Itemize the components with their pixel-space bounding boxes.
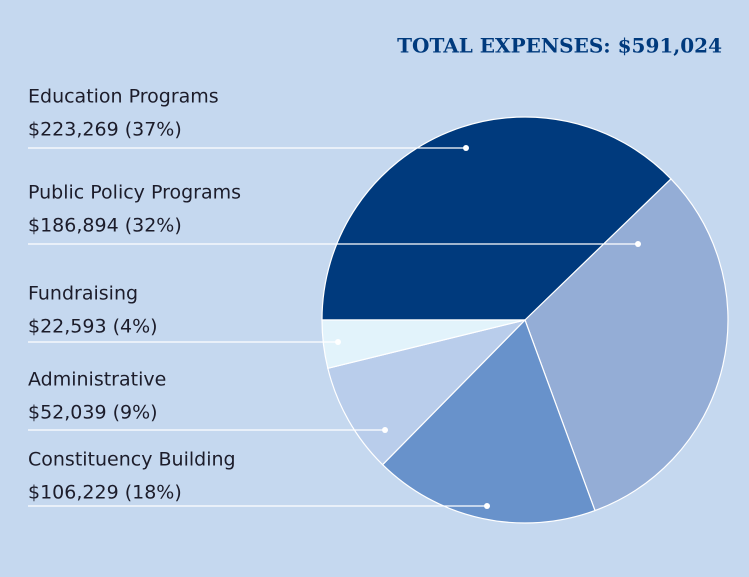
pie-slice bbox=[327, 318, 527, 466]
value-label: $186,894 (32%) bbox=[28, 215, 182, 237]
chart-title: TOTAL EXPENSES: $591,024 bbox=[397, 34, 722, 58]
slice-label: Education Programs bbox=[28, 86, 219, 108]
value-label: $106,229 (18%) bbox=[28, 482, 182, 504]
leader-dot bbox=[382, 427, 388, 433]
leader-dot bbox=[635, 241, 641, 247]
leader-dot bbox=[463, 145, 469, 151]
slice-label: Administrative bbox=[28, 369, 166, 391]
pie-slice bbox=[524, 178, 729, 512]
value-label: $223,269 (37%) bbox=[28, 119, 182, 141]
value-label: $52,039 (9%) bbox=[28, 402, 158, 424]
pie-slice bbox=[321, 319, 526, 370]
leader-dot bbox=[335, 339, 341, 345]
value-label: $22,593 (4%) bbox=[28, 316, 158, 338]
leader-dot bbox=[484, 503, 490, 509]
pie-slice bbox=[381, 318, 596, 524]
slice-label: Fundraising bbox=[28, 283, 138, 305]
pie-slice bbox=[321, 116, 672, 321]
slice-label: Constituency Building bbox=[28, 449, 236, 471]
slice-label: Public Policy Programs bbox=[28, 182, 241, 204]
